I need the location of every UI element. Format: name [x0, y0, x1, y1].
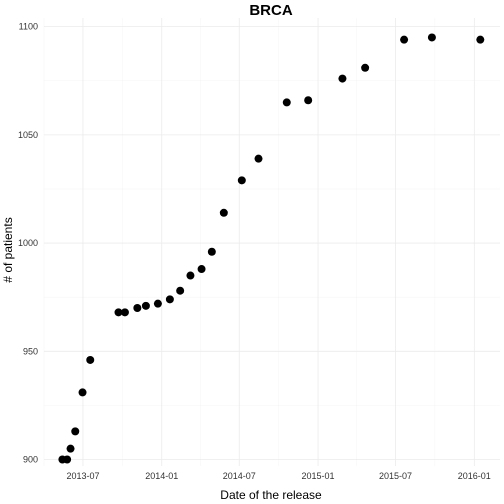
data-point: [71, 427, 80, 436]
data-point: [207, 247, 216, 256]
data-point: [63, 455, 72, 464]
y-tick-label: 900: [23, 455, 38, 465]
y-tick-label: 1050: [18, 130, 38, 140]
data-point: [361, 63, 370, 72]
data-point: [304, 96, 313, 105]
data-point: [197, 265, 206, 274]
data-point: [282, 98, 291, 107]
data-point: [66, 444, 75, 453]
data-point: [338, 74, 347, 83]
data-point: [219, 208, 228, 217]
x-axis-title: Date of the release: [220, 488, 322, 502]
x-tick-label: 2014-07: [223, 471, 256, 481]
data-point: [133, 304, 142, 313]
y-tick-label: 1000: [18, 238, 38, 248]
data-point: [427, 33, 436, 42]
data-point: [141, 301, 150, 310]
data-point: [254, 154, 263, 163]
data-point: [165, 295, 174, 304]
y-tick-label: 1100: [19, 22, 38, 32]
data-point: [400, 35, 409, 44]
data-point: [237, 176, 246, 185]
data-point: [78, 388, 87, 397]
data-point: [153, 299, 162, 308]
data-point: [120, 308, 129, 317]
data-points: [58, 33, 485, 464]
chart-title: BRCA: [249, 2, 292, 19]
x-tick-label: 2015-01: [302, 471, 335, 481]
x-axis-ticks: 2013-07 2014-01 2014-07 2015-01 2015-07 2016-…: [66, 471, 490, 481]
y-axis-ticks: 900 950 1000 1050 1100: [18, 22, 38, 465]
y-axis-title: # of patients: [1, 217, 15, 282]
x-tick-label: 2014-01: [145, 471, 178, 481]
data-point: [86, 355, 95, 364]
data-point: [186, 271, 195, 280]
y-tick-label: 950: [23, 346, 38, 356]
data-point: [114, 308, 123, 317]
data-point: [476, 35, 485, 44]
data-point: [176, 286, 185, 295]
x-tick-label: 2016-01: [458, 471, 491, 481]
x-tick-label: 2015-07: [379, 471, 412, 481]
x-tick-label: 2013-07: [66, 471, 99, 481]
